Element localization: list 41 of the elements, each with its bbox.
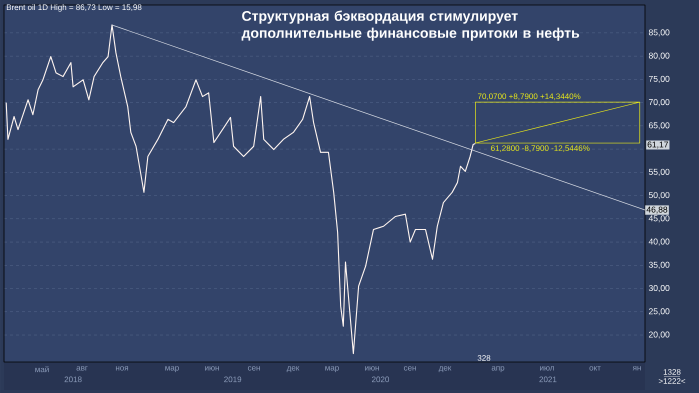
y-tick-label: 45,00 xyxy=(648,215,670,222)
text: сен xyxy=(248,366,260,371)
text: мар xyxy=(325,366,339,372)
x-tick-label: 2018 xyxy=(64,376,82,382)
text: июн xyxy=(205,366,219,371)
x-tick-label: 2019 xyxy=(224,376,242,382)
text: июл xyxy=(540,366,554,371)
y-tick-label: 85,00 xyxy=(648,29,670,36)
text: 61,17 xyxy=(648,141,668,148)
text: дек xyxy=(438,366,452,372)
x-tick-label: 2020 xyxy=(372,376,390,382)
annotation: 61,2800 -8,7900 -12,5446% xyxy=(491,145,590,152)
y-tick-label: 35,00 xyxy=(648,262,670,269)
annotation: 328 xyxy=(478,355,490,361)
y-tick-label: 75,00 xyxy=(648,76,670,83)
x-tick-label: 2021 xyxy=(539,376,556,382)
text: мар xyxy=(165,366,179,372)
text: окт xyxy=(589,366,601,371)
text: Структурная бэквордация стимулирует дополнительные финансовые притоки в нефть xyxy=(242,10,580,41)
y-tick-label: 30,00 xyxy=(648,285,670,292)
text: сен xyxy=(404,366,416,371)
y-tick-label: 65,00 xyxy=(648,122,670,130)
text: >1222< xyxy=(658,378,686,384)
y-tick-label: 70,00 xyxy=(648,99,670,106)
y-tick-label: 25,00 xyxy=(648,308,670,316)
text: 1328 xyxy=(664,369,681,375)
annotation: Brent oil 1D High = 86,73 Low = 15,98 xyxy=(6,4,142,12)
annotation: 46,88 xyxy=(646,206,668,214)
text: ян xyxy=(632,366,641,370)
text: июн xyxy=(365,366,379,371)
y-tick-label: 80,00 xyxy=(648,52,670,60)
text: ноя xyxy=(116,366,128,371)
text: май xyxy=(35,366,49,372)
text: апр xyxy=(492,366,504,372)
y-tick-label: 40,00 xyxy=(648,238,670,246)
y-tick-label: 50,00 xyxy=(648,192,670,200)
text: авг xyxy=(76,366,88,371)
y-tick-label: 20,00 xyxy=(648,332,670,339)
y-tick-label: 55,00 xyxy=(648,168,670,176)
annotation: 70,0700 +8,7900 +14,3440% xyxy=(478,93,580,100)
text: дек xyxy=(286,366,300,372)
